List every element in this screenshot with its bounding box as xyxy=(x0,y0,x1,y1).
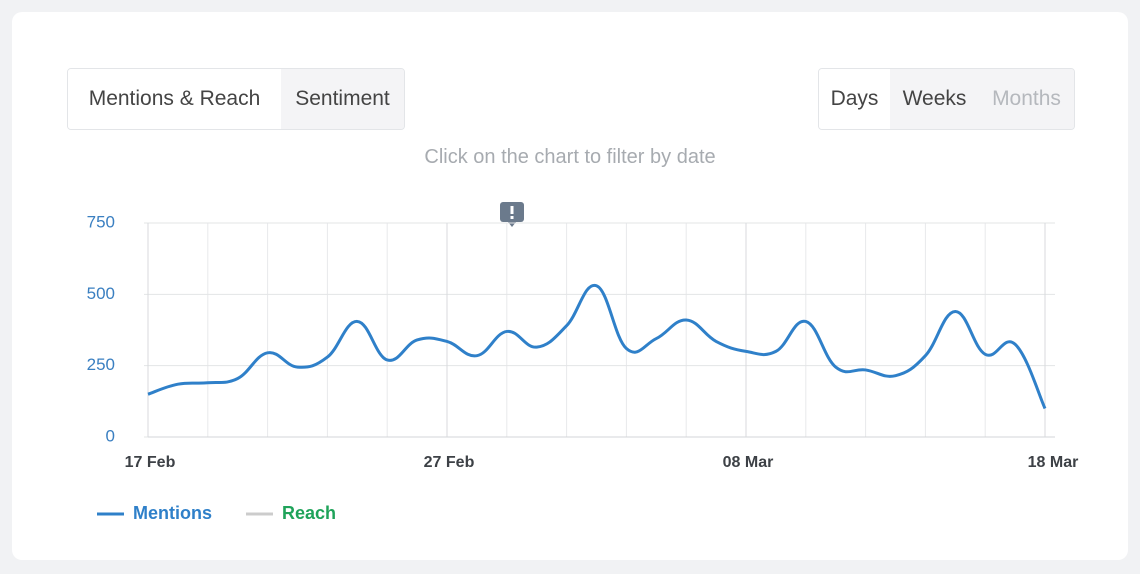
period-tabs: Days Weeks Months xyxy=(818,68,1075,130)
legend-label: Mentions xyxy=(133,503,212,523)
x-tick-label: 27 Feb xyxy=(424,454,475,471)
tab[interactable]: Sentiment xyxy=(281,69,404,129)
x-tick-label: 08 Mar xyxy=(723,454,774,471)
period[interactable]: Days xyxy=(819,69,890,129)
view-tabs: Mentions & Reach Sentiment xyxy=(67,68,405,130)
x-tick-label: 17 Feb xyxy=(125,454,176,471)
x-tick-label: 18 Mar xyxy=(1028,454,1079,471)
y-tick-label: 500 xyxy=(87,284,115,303)
alert-glyph xyxy=(510,216,514,219)
tab[interactable]: Mentions & Reach xyxy=(68,69,281,129)
hint: Click on the chart to filter by date xyxy=(424,146,716,168)
y-tick-label: 750 xyxy=(87,212,115,231)
period[interactable]: Weeks xyxy=(890,69,979,129)
period[interactable]: Months xyxy=(979,69,1074,129)
y-tick-label: 250 xyxy=(87,355,115,374)
series-line xyxy=(147,284,1047,410)
y-tick-label: 0 xyxy=(106,426,115,445)
legend-label: Reach xyxy=(282,503,336,523)
alert-glyph xyxy=(510,206,514,214)
